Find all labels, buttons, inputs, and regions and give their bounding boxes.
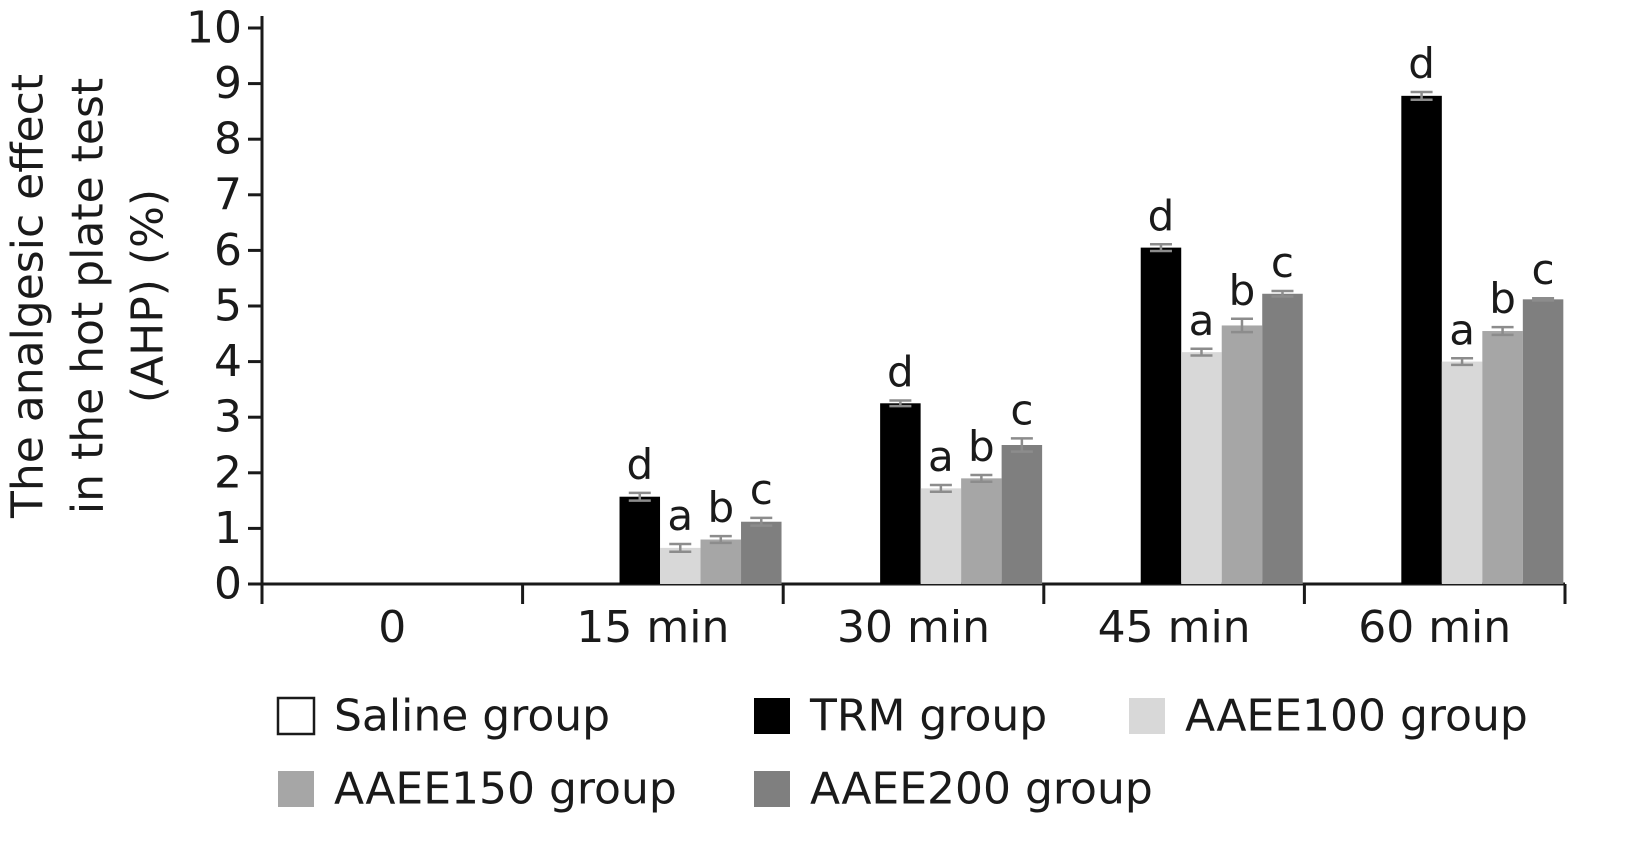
legend-label: AAEE150 group (334, 764, 677, 815)
legend-swatch (754, 771, 790, 807)
significance-label: a (667, 491, 693, 540)
bar (1522, 299, 1564, 584)
significance-label: c (1532, 245, 1555, 294)
bar (880, 403, 921, 584)
y-tick-label: 7 (214, 169, 242, 220)
bar (1001, 445, 1043, 584)
y-axis-label-line: (AHP) (%) (123, 189, 174, 403)
y-tick-label: 1 (214, 503, 242, 554)
legend-swatch (276, 696, 316, 736)
legend-label: AAEE200 group (810, 764, 1153, 815)
y-tick-label: 5 (214, 281, 242, 332)
significance-label: a (1189, 296, 1215, 345)
significance-label: b (707, 483, 734, 532)
legend-label: Saline group (334, 691, 610, 742)
y-tick-label: 3 (214, 392, 242, 443)
significance-label: c (750, 465, 773, 514)
bar (1401, 95, 1442, 584)
significance-label: a (928, 432, 954, 481)
bar (1441, 361, 1483, 584)
bar (1181, 352, 1222, 584)
y-tick-label: 0 (214, 559, 242, 610)
x-axis-ticks: 0 15 min 30 min 45 min 60 min (260, 584, 1567, 653)
y-tick-label: 9 (214, 58, 242, 109)
bar (1482, 331, 1523, 584)
bar (741, 521, 782, 584)
significance-label: d (626, 440, 653, 489)
significance-label: d (1148, 191, 1175, 240)
x-tick-label: 0 (378, 602, 406, 653)
significance-label: d (887, 348, 914, 397)
bar (920, 488, 962, 584)
x-tick-label: 60 min (1358, 602, 1511, 653)
x-tick-label: 45 min (1098, 602, 1251, 653)
legend-label: TRM group (809, 691, 1047, 742)
y-axis-label-line: in the hot plate test (63, 78, 114, 514)
legend-swatch (278, 771, 314, 807)
bar (619, 496, 661, 584)
x-tick-label: 15 min (576, 602, 729, 653)
significance-label: c (1271, 238, 1294, 287)
significance-label: b (968, 422, 995, 471)
significance-label: b (1229, 266, 1256, 315)
legend-swatch (754, 698, 790, 734)
x-tick-label: 30 min (837, 602, 990, 653)
legend-label: AAEE100 group (1185, 691, 1528, 742)
bar (700, 539, 742, 584)
bar (1140, 247, 1182, 584)
chart-legend: Saline group TRM group AAEE100 group AAEE15… (276, 691, 1528, 815)
y-axis-label: The analgesic effect in the hot plate tes… (3, 74, 174, 519)
y-tick-label: 6 (214, 225, 242, 276)
y-tick-label: 2 (214, 447, 242, 498)
y-axis-label-line: The analgesic effect (3, 74, 54, 519)
significance-label: b (1489, 274, 1516, 323)
y-tick-label: 10 (186, 3, 242, 54)
bar (961, 478, 1002, 584)
y-tick-label: 8 (214, 114, 242, 165)
legend-swatch (1129, 698, 1165, 734)
bar (660, 547, 701, 584)
bar (1221, 325, 1263, 584)
significance-label: a (1449, 305, 1475, 354)
significance-label: c (1010, 385, 1033, 434)
significance-label: d (1408, 39, 1435, 88)
y-tick-label: 4 (214, 336, 242, 387)
bar (1262, 293, 1303, 584)
